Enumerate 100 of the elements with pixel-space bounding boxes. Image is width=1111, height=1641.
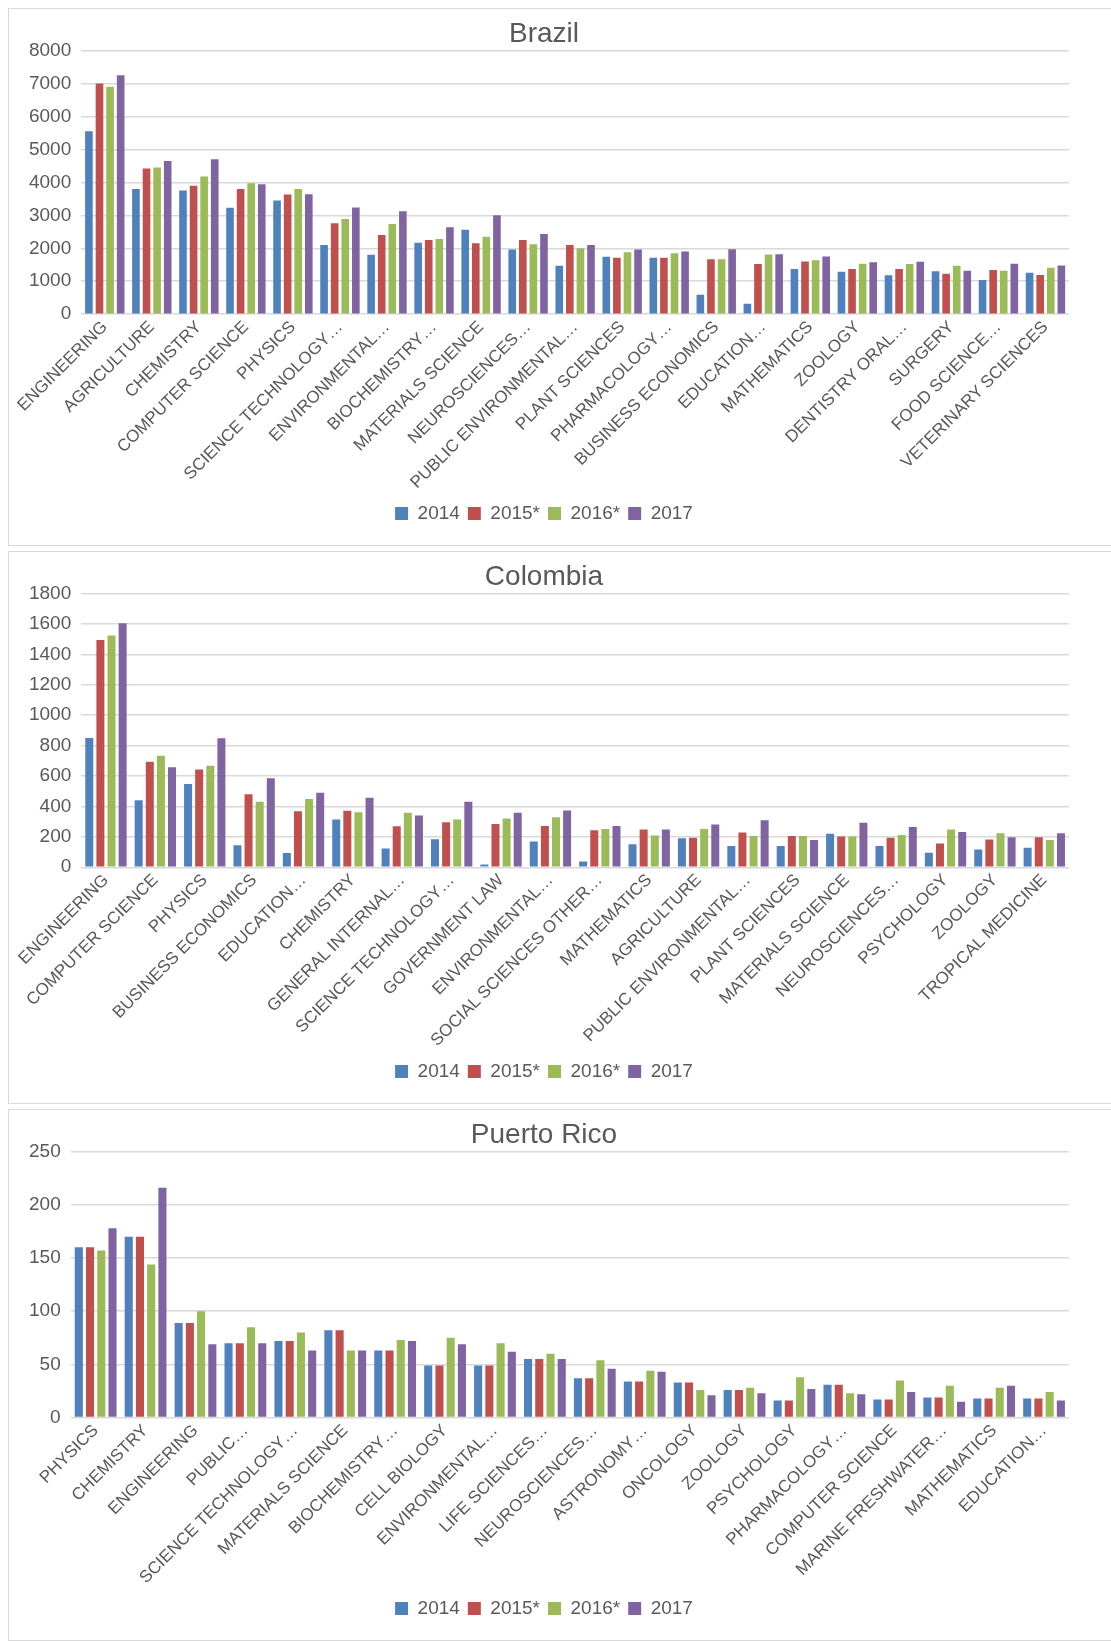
bar (822, 256, 830, 314)
bar (508, 249, 517, 314)
bar (258, 1343, 267, 1417)
bar (493, 215, 501, 314)
y-tick-label: 400 (39, 794, 72, 816)
y-tick-label: 200 (29, 1193, 61, 1215)
legend-label: 2015* (490, 501, 541, 523)
bar (989, 270, 997, 314)
bar (895, 1380, 904, 1417)
bar (496, 1343, 505, 1417)
bar (305, 798, 314, 867)
bar (760, 820, 769, 867)
bar (1056, 1400, 1065, 1417)
bar (677, 838, 686, 867)
legend-label: 2014 (417, 1059, 461, 1081)
legend-label: 2016* (570, 1596, 621, 1618)
y-tick-label: 1800 (28, 581, 72, 603)
bar (1010, 263, 1019, 314)
bar (1034, 837, 1043, 867)
bar (660, 257, 668, 314)
bar (168, 767, 177, 867)
bar (775, 254, 783, 314)
bar (585, 1378, 594, 1417)
bar (424, 1365, 433, 1417)
bar (707, 1395, 716, 1417)
bar (848, 836, 857, 867)
bar (754, 264, 762, 314)
bar (124, 1236, 133, 1417)
bar (388, 223, 397, 314)
bar (931, 271, 940, 314)
bar (540, 234, 548, 314)
bar (106, 86, 114, 314)
bar (352, 207, 360, 314)
bar (884, 1399, 893, 1417)
legend-label: 2015* (490, 1596, 541, 1618)
bar (952, 265, 961, 314)
legend-label: 2016* (570, 1059, 621, 1081)
bar (156, 755, 165, 867)
bar (86, 1247, 95, 1417)
bar (958, 831, 967, 867)
bar (628, 844, 637, 867)
bar (670, 253, 679, 314)
bar (973, 1398, 982, 1417)
bar (573, 1378, 583, 1417)
bar (392, 826, 401, 867)
bar (696, 1389, 705, 1417)
bar (108, 1228, 117, 1417)
bar (837, 271, 846, 314)
bar (1057, 265, 1066, 314)
y-tick-label: 1000 (28, 703, 72, 725)
bar (811, 260, 820, 314)
bar (446, 1337, 455, 1417)
bar (208, 1344, 217, 1417)
bar (206, 765, 215, 867)
bar (908, 827, 917, 867)
legend-label: 2017 (650, 1596, 693, 1618)
bar (540, 825, 549, 867)
bar (247, 183, 255, 314)
y-tick-label: 0 (60, 855, 72, 877)
bar (924, 852, 933, 867)
bar (999, 270, 1008, 314)
bar (858, 263, 867, 314)
y-tick-label: 0 (60, 302, 72, 324)
bar (1023, 1398, 1032, 1417)
bar (707, 259, 715, 314)
bar (491, 824, 500, 867)
y-tick-label: 200 (39, 825, 72, 847)
bar (623, 1381, 632, 1417)
bar (210, 159, 219, 314)
bar (579, 861, 588, 867)
bar (895, 269, 903, 314)
bar (738, 832, 747, 867)
bar (801, 261, 809, 314)
bar (257, 184, 266, 314)
bar (266, 778, 275, 867)
bar (316, 792, 325, 867)
bar (826, 833, 835, 867)
bar (435, 239, 444, 314)
bar (773, 1400, 782, 1417)
bar (673, 1382, 682, 1417)
y-tick-label: 600 (39, 764, 72, 786)
bar (576, 248, 585, 314)
bar (834, 1384, 843, 1417)
bar (294, 188, 303, 314)
bar (857, 1394, 866, 1417)
bar (734, 1389, 743, 1417)
bar (535, 1359, 544, 1417)
bar (601, 828, 610, 867)
bar (873, 1399, 882, 1417)
chart-title: Colombia (484, 559, 604, 591)
bar (807, 1388, 816, 1417)
legend-label: 2014 (417, 501, 461, 523)
bar (596, 1360, 605, 1417)
bar (985, 839, 994, 867)
bar (978, 279, 987, 314)
y-tick-label: 150 (29, 1246, 61, 1268)
bar (145, 761, 154, 867)
bar (341, 218, 350, 314)
y-tick-label: 1400 (28, 642, 72, 664)
bar (358, 1350, 367, 1417)
